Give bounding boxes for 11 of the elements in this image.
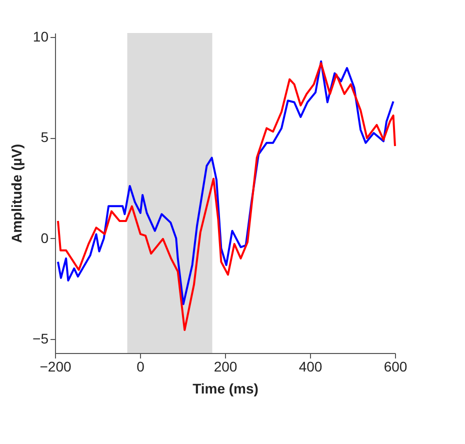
y-tick-label: −5 <box>32 330 49 346</box>
y-axis-title: Amplitude (µV) <box>8 144 25 244</box>
x-axis-title: Time (ms) <box>192 380 258 396</box>
x-tick-label: 0 <box>136 358 145 374</box>
x-tick-label: 400 <box>298 358 322 374</box>
y-tick-label: 10 <box>32 28 49 45</box>
x-tick-label: −200 <box>40 358 72 374</box>
x-tick-label: 600 <box>384 358 408 374</box>
x-tick-label: 200 <box>214 358 238 374</box>
y-tick-label: 0 <box>40 230 49 246</box>
y-tick-label: 5 <box>40 129 49 146</box>
